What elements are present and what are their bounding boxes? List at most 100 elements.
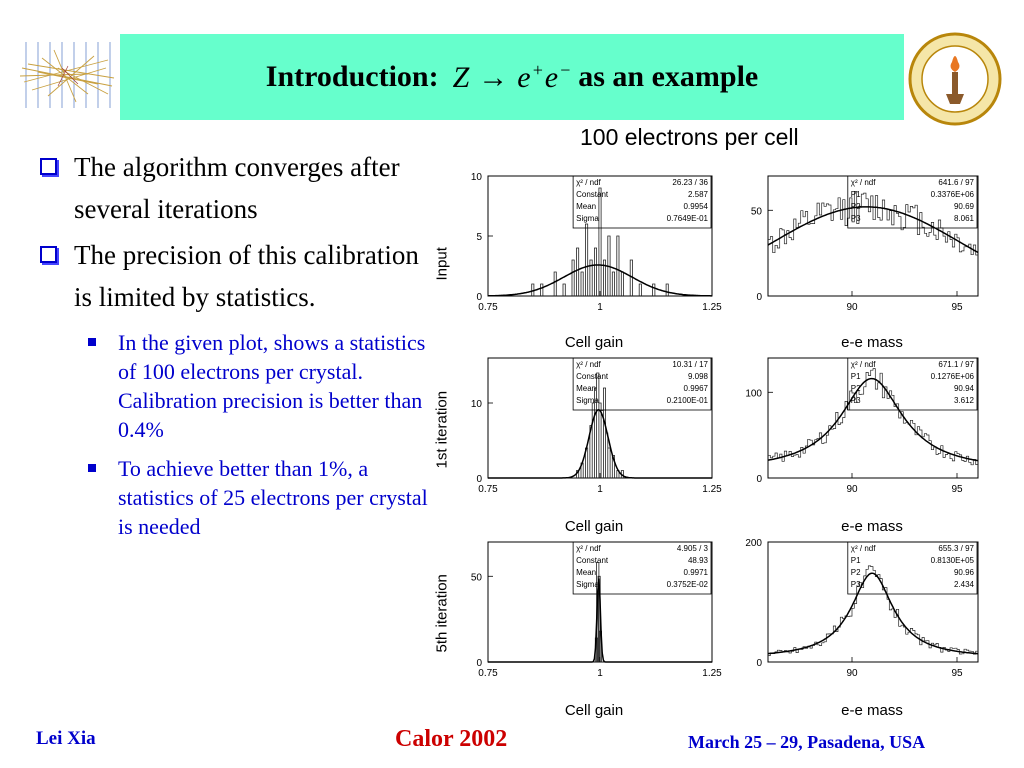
bullet-list: The algorithm converges after several it… [38, 146, 438, 541]
sub-bullet-text: To achieve better than 1%, a statistics … [118, 456, 428, 539]
stats-label: P3 [851, 214, 861, 223]
y-tick-label: 100 [745, 388, 762, 399]
xlabel-cell-gain: Cell gain [564, 702, 624, 719]
plot-input-ee-mass: χ² / ndf 641.6 / 97 P1 0.3376E+06 P2 90.69 P3 8… [751, 175, 979, 313]
stats-value: 0.8130E+05 [931, 556, 975, 565]
stats-value: 0.1276E+06 [931, 372, 975, 381]
stats-box [847, 175, 978, 229]
stats-label: P3 [851, 396, 861, 405]
formula-plus: + [531, 59, 545, 80]
fit-curve [767, 206, 979, 254]
fit-curve [767, 572, 979, 655]
stats-label: χ² / ndf [851, 360, 876, 369]
chart-title: 100 electrons per cell [580, 124, 799, 150]
row-label-1st-iteration: 1st iteration [433, 390, 451, 469]
y-tick-label: 0 [756, 658, 762, 669]
x-tick-label: 0.75 [478, 668, 498, 679]
slide-title: Introduction: Z → e+e− as an example [120, 34, 904, 120]
y-tick-label: 0 [476, 292, 482, 303]
stats-value: 3.612 [954, 396, 975, 405]
y-tick-label: 0 [476, 474, 482, 485]
x-tick-label: 90 [846, 668, 858, 679]
stats-box [847, 541, 978, 595]
y-tick-label: 0 [756, 292, 762, 303]
stats-label: χ² / ndf [576, 360, 601, 369]
y-tick-label: 0 [476, 658, 482, 669]
stats-value: 0.9971 [684, 568, 709, 577]
plot-5th-ee-mass: χ² / ndf 655.3 / 97 P1 0.8130E+05 P2 90.96 P3 2… [745, 538, 979, 679]
stats-value: 26.23 / 36 [672, 178, 708, 187]
stats-label: χ² / ndf [576, 178, 601, 187]
formula-e1: e [517, 60, 532, 94]
x-tick-label: 1 [597, 484, 603, 495]
row-label-input: Input [433, 247, 451, 281]
bullet-text: The algorithm converges after several it… [74, 152, 400, 224]
xlabel-ee-mass: e-e mass [841, 702, 903, 719]
stats-value: 641.6 / 97 [938, 178, 974, 187]
x-tick-label: 0.75 [478, 484, 498, 495]
stats-value: 655.3 / 97 [938, 544, 974, 553]
stats-value: 0.9954 [684, 202, 709, 211]
plot-input-cell-gain: χ² / ndf 26.23 / 36 Constant 2.587 Mean 0.995… [471, 172, 722, 313]
stats-label: P2 [851, 202, 861, 211]
formula-e2: e [544, 60, 560, 94]
stats-value: 0.3752E-02 [667, 580, 709, 589]
stats-value: 0.9967 [684, 384, 709, 393]
stats-value: 90.94 [954, 384, 975, 393]
x-tick-label: 95 [951, 668, 963, 679]
sub-bullet-item: To achieve better than 1%, a statistics … [38, 454, 438, 541]
bullet-item: The precision of this calibration is lim… [38, 234, 438, 318]
stats-label: P2 [851, 384, 861, 393]
x-tick-label: 95 [951, 484, 963, 495]
stats-box [847, 357, 978, 411]
xlabel-ee-mass: e-e mass [841, 334, 903, 351]
fit-curve [767, 377, 979, 462]
title-suffix: as an example [578, 60, 759, 93]
square-bullet-icon [88, 338, 96, 346]
y-tick-label: 200 [745, 538, 762, 549]
footer-date-location: March 25 – 29, Pasadena, USA [688, 732, 926, 752]
stats-label: Sigma [576, 580, 599, 589]
sub-bullet-item: In the given plot, shows a statistics of… [38, 328, 438, 444]
stats-value: 2.434 [954, 580, 975, 589]
x-tick-label: 1 [597, 302, 603, 313]
plot-1st-ee-mass: χ² / ndf 671.1 / 97 P1 0.1276E+06 P2 90.94 P3 3… [745, 357, 979, 495]
title-prefix: Introduction: [265, 60, 439, 93]
plot-frame [487, 175, 713, 297]
formula-arrow: → [478, 60, 510, 94]
stats-value: 2.587 [688, 190, 709, 199]
xlabel-ee-mass: e-e mass [841, 518, 903, 535]
stats-value: 0.7649E-01 [667, 214, 709, 223]
footer-author: Lei Xia [36, 728, 96, 749]
stats-box [572, 541, 712, 595]
stats-value: 8.061 [954, 214, 975, 223]
plot-1st-cell-gain: χ² / ndf 10.31 / 17 Constant 9.098 Mean 0.996… [471, 357, 722, 495]
caltech-seal [908, 32, 1002, 126]
fit-curve [488, 409, 712, 479]
stats-label: P1 [851, 372, 861, 381]
y-tick-label: 50 [751, 206, 763, 217]
stats-label: Sigma [576, 214, 599, 223]
formula-minus: − [559, 59, 573, 80]
square-bullet-icon [88, 464, 96, 472]
detector-logo [18, 38, 116, 112]
stats-value: 0.3376E+06 [931, 190, 975, 199]
stats-label: Constant [576, 556, 609, 565]
stats-label: P1 [851, 556, 861, 565]
row-label-5th-iteration: 5th iteration [433, 574, 451, 653]
stats-value: 0.2100E-01 [667, 396, 709, 405]
formula-z: Z [452, 60, 471, 94]
y-tick-label: 10 [471, 172, 483, 183]
stats-label: Constant [576, 190, 609, 199]
bullet-text: The precision of this calibration is lim… [74, 240, 419, 312]
xlabel-cell-gain: Cell gain [564, 518, 624, 535]
stats-value: 90.96 [954, 568, 975, 577]
stats-label: P2 [851, 568, 861, 577]
footer-conference: Calor 2002 [395, 726, 508, 752]
stats-label: Mean [576, 202, 596, 211]
y-tick-label: 50 [471, 572, 483, 583]
xlabel-cell-gain: Cell gain [564, 334, 624, 351]
stats-label: χ² / ndf [851, 178, 876, 187]
x-tick-label: 1.25 [702, 668, 722, 679]
fit-curve [488, 578, 712, 663]
